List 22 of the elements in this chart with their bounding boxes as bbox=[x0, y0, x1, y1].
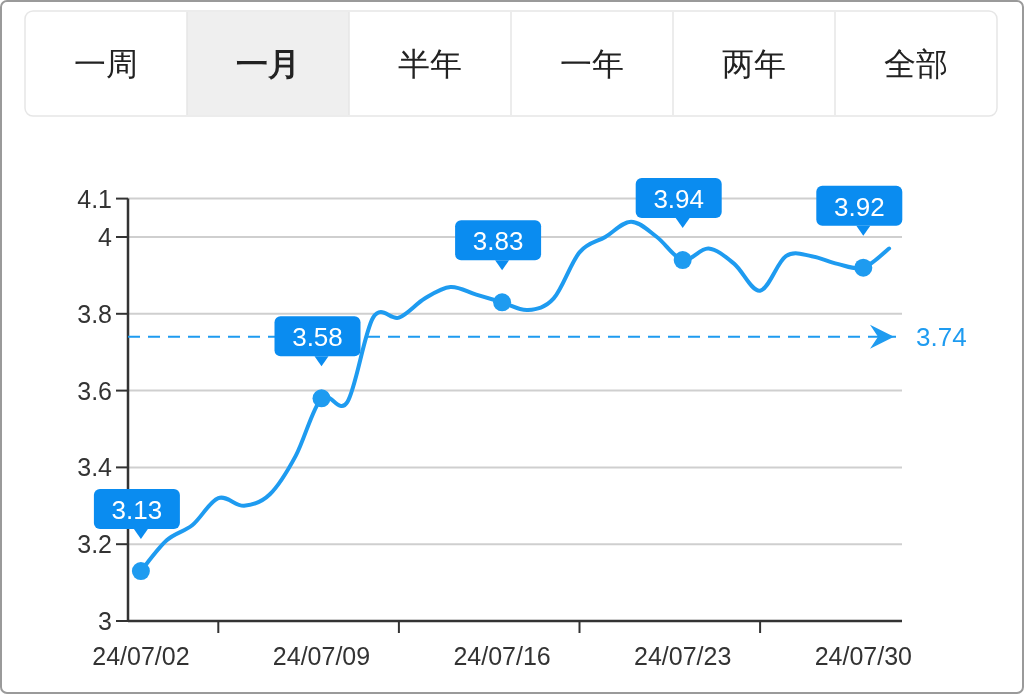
point bbox=[312, 389, 331, 408]
data-label: 3.94 bbox=[653, 184, 704, 215]
data-label: 3.92 bbox=[834, 191, 885, 222]
point bbox=[131, 562, 150, 581]
point bbox=[854, 258, 873, 277]
x-tick-label: 24/07/02 bbox=[92, 642, 190, 670]
ref-line-label: 3.74 bbox=[916, 321, 967, 352]
y-tick-label: 4 bbox=[98, 223, 113, 251]
y-tick-label: 3.6 bbox=[77, 376, 112, 405]
point bbox=[493, 293, 512, 312]
x-tick-label: 24/07/09 bbox=[272, 642, 371, 670]
y-tick-label: 3.8 bbox=[77, 299, 112, 328]
x-tick-label: 24/07/30 bbox=[814, 642, 912, 670]
y-tick-label: 4.1 bbox=[77, 184, 112, 213]
x-tick-label: 24/07/23 bbox=[634, 642, 732, 670]
x-tick-label: 24/07/16 bbox=[453, 642, 551, 670]
y-tick-label: 3.4 bbox=[77, 453, 113, 482]
y-tick-label: 3 bbox=[98, 607, 112, 635]
data-label: 3.58 bbox=[292, 322, 343, 353]
data-label: 3.83 bbox=[472, 226, 524, 257]
data-label: 3.13 bbox=[111, 495, 163, 526]
point bbox=[673, 251, 692, 270]
